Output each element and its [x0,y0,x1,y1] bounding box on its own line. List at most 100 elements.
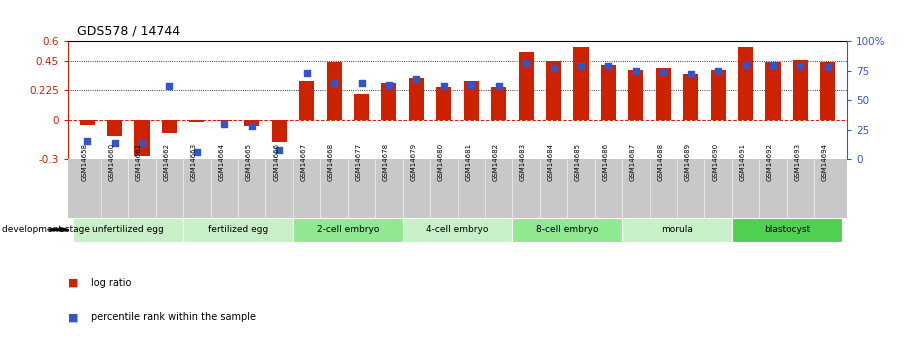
Point [437,83,451,89]
Text: GSM14658: GSM14658 [82,143,87,181]
Text: GSM14661: GSM14661 [136,143,142,181]
Bar [732,218,842,241]
Bar [134,120,149,157]
Bar [766,62,781,120]
Point [135,140,149,145]
Point [491,83,506,89]
Bar [793,60,808,120]
Bar [381,83,397,120]
Text: 2-cell embryo: 2-cell embryo [316,225,379,234]
Bar [217,120,232,121]
Text: GSM14668: GSM14668 [328,143,334,181]
Text: GSM14660: GSM14660 [109,143,114,181]
Bar [326,62,342,120]
Point [162,83,177,89]
Bar [622,218,732,241]
Bar [107,120,122,136]
Point [327,80,342,85]
Text: ■: ■ [68,313,82,322]
Text: GSM14686: GSM14686 [602,143,609,181]
Point [821,65,835,70]
Text: GSM14689: GSM14689 [685,143,690,181]
Point [711,68,726,73]
Point [683,72,698,77]
Bar [245,120,259,126]
Bar [464,81,478,120]
Text: GSM14694: GSM14694 [822,143,828,181]
Point [189,149,204,155]
Point [245,124,259,129]
Bar [293,218,402,241]
Text: GSM14687: GSM14687 [630,143,636,181]
Bar [683,74,699,120]
Text: GSM14680: GSM14680 [438,143,444,181]
Point [656,69,670,75]
Bar [437,87,451,120]
Text: GSM14692: GSM14692 [767,143,773,181]
Text: GSM14664: GSM14664 [218,143,225,181]
Text: development stage: development stage [2,225,90,234]
Text: percentile rank within the sample: percentile rank within the sample [91,313,255,322]
Text: 4-cell embryo: 4-cell embryo [427,225,488,234]
Point [573,63,588,69]
Point [410,76,424,82]
Text: GSM14683: GSM14683 [520,143,526,181]
Bar [299,81,314,120]
Bar [601,65,616,120]
Bar [656,68,670,120]
Text: log ratio: log ratio [91,278,131,288]
Text: GSM14667: GSM14667 [301,143,306,181]
Bar [183,218,293,241]
Bar [402,218,513,241]
Bar [546,61,561,120]
Text: GSM14681: GSM14681 [466,143,471,181]
Bar [573,47,589,120]
Text: ■: ■ [68,278,82,288]
Point [107,140,121,145]
Text: GDS578 / 14744: GDS578 / 14744 [77,25,180,38]
Bar [518,52,534,120]
Text: GSM14678: GSM14678 [383,143,389,181]
Bar [162,120,177,133]
Bar [409,78,424,120]
Text: GSM14693: GSM14693 [795,143,801,181]
Point [272,147,286,152]
Text: blastocyst: blastocyst [764,225,810,234]
Bar [73,218,183,241]
Point [519,60,534,65]
Text: GSM14684: GSM14684 [547,143,554,181]
Bar [513,218,622,241]
Text: GSM14666: GSM14666 [274,143,279,181]
Text: GSM14663: GSM14663 [191,143,197,181]
Text: GSM14677: GSM14677 [355,143,361,181]
Point [738,62,753,68]
Text: GSM14688: GSM14688 [657,143,663,181]
Point [546,66,561,71]
Point [381,82,396,88]
Text: GSM14685: GSM14685 [575,143,581,181]
Point [794,63,808,69]
Bar [354,94,369,120]
Point [217,121,232,127]
Bar [710,70,726,120]
Point [629,68,643,73]
Bar [80,120,95,125]
Text: GSM14662: GSM14662 [163,143,169,181]
Text: 8-cell embryo: 8-cell embryo [536,225,599,234]
Text: GSM14665: GSM14665 [246,143,252,181]
Bar [629,70,643,120]
Bar [189,120,205,122]
Bar [272,120,286,142]
Text: GSM14682: GSM14682 [493,143,498,181]
Point [299,70,313,76]
Bar [738,47,753,120]
Text: GSM14691: GSM14691 [739,143,746,181]
Text: GSM14690: GSM14690 [712,143,718,181]
Text: morula: morula [661,225,693,234]
Bar [820,62,835,120]
Point [602,63,616,69]
Point [354,80,369,85]
Text: fertilized egg: fertilized egg [207,225,268,234]
Point [80,139,94,144]
Point [766,62,780,68]
